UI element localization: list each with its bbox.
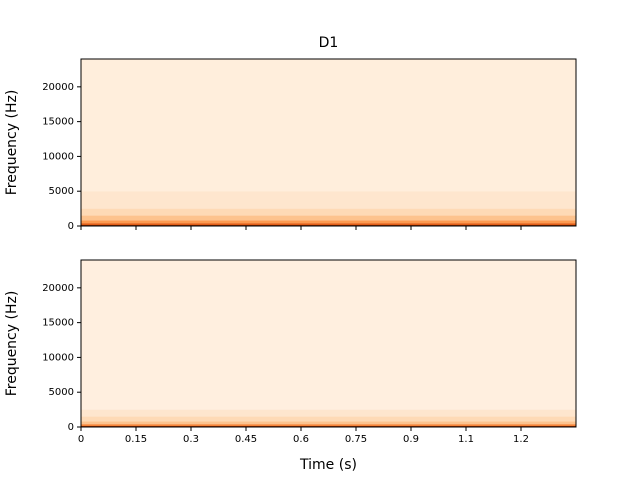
spectrogram-cell: [81, 59, 576, 192]
axes-frame: [80, 259, 577, 428]
spectrogram-cell: [81, 409, 576, 417]
spectrogram-cell: [81, 424, 576, 426]
y-tick-label: 20000: [42, 82, 74, 93]
x-tick-label: 0.9: [403, 434, 419, 445]
y-tick-label: 15000: [42, 117, 74, 128]
y-tick-label: 10000: [42, 151, 74, 162]
spectrogram-cell: [81, 223, 576, 225]
y-tick-label: 10000: [42, 352, 74, 363]
x-tick-label: 0.75: [345, 434, 367, 445]
x-tick-label: 0: [78, 434, 84, 445]
x-tick-label: 1.2: [513, 434, 529, 445]
x-tick-label: 0.6: [293, 434, 309, 445]
spectrogram-cell: [81, 220, 576, 224]
x-tick-label: 0.3: [183, 434, 199, 445]
y-tick-label: 0: [68, 422, 74, 433]
x-tick-label: 0.15: [125, 434, 147, 445]
spectrogram-cell: [81, 425, 576, 427]
axes-frame: [80, 58, 577, 227]
y-axis-label: Frequency (Hz): [4, 291, 20, 397]
y-tick-label: 0: [68, 221, 74, 232]
chart-title: D1: [319, 35, 339, 51]
spectrogram-cell: [81, 224, 576, 226]
x-tick-label: 0.45: [235, 434, 257, 445]
y-tick-label: 20000: [42, 283, 74, 294]
spectrogram-cell: [81, 421, 576, 425]
y-axis-label: Frequency (Hz): [4, 90, 20, 196]
y-tick-label: 5000: [49, 387, 74, 398]
spectrogram-cell: [81, 416, 576, 422]
spectrogram-cell: [81, 215, 576, 221]
y-tick-label: 15000: [42, 318, 74, 329]
y-tick-label: 5000: [49, 186, 74, 197]
spectrogram-cell: [81, 208, 576, 216]
spectrogram-cell: [81, 260, 576, 410]
x-axis-label: Time (s): [299, 457, 357, 473]
x-tick-label: 1.1: [458, 434, 474, 445]
spectrogram-cell: [81, 191, 576, 209]
